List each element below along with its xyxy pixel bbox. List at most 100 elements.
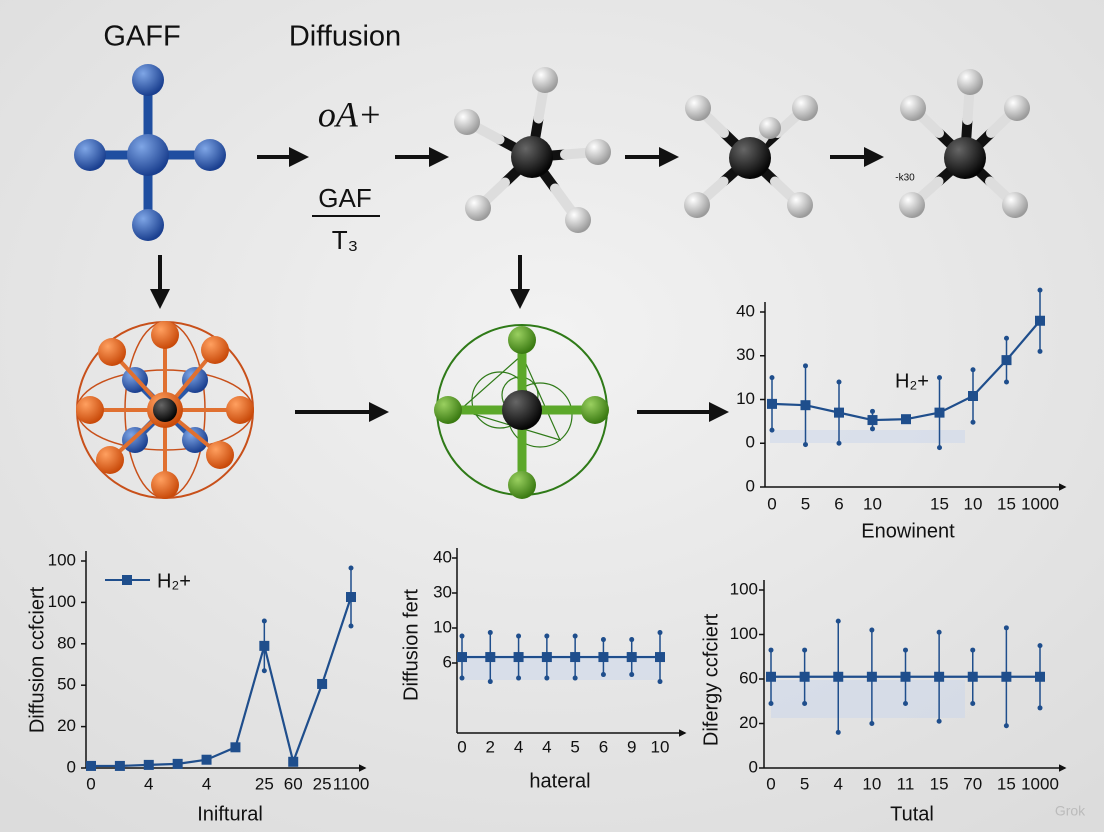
x-tick-label: 4 bbox=[834, 774, 843, 793]
x-tick-label: 0 bbox=[86, 774, 95, 793]
y-tick-label: 0 bbox=[67, 757, 76, 776]
error-cap bbox=[1037, 348, 1043, 354]
error-cap bbox=[629, 672, 635, 678]
x-tick-label: 0 bbox=[457, 737, 466, 756]
error-cap bbox=[836, 379, 842, 385]
y-tick-label: 0 bbox=[746, 476, 755, 495]
annotation: H₂+ bbox=[895, 370, 929, 392]
x-tick-label: 4 bbox=[542, 737, 551, 756]
atom bbox=[151, 471, 179, 499]
atom bbox=[729, 137, 771, 179]
error-cap bbox=[768, 647, 774, 653]
error-cap bbox=[970, 419, 976, 425]
x-tick-label: 6 bbox=[599, 737, 608, 756]
atom bbox=[182, 367, 208, 393]
error-cap bbox=[459, 633, 465, 639]
shaded-band bbox=[771, 680, 965, 718]
error-cap bbox=[803, 363, 808, 369]
error-cap bbox=[970, 647, 976, 653]
error-cap bbox=[970, 700, 976, 706]
atom bbox=[957, 69, 983, 95]
point-marker bbox=[1035, 671, 1045, 682]
atom bbox=[581, 396, 609, 424]
x-tick-label: 15 bbox=[930, 774, 949, 793]
error-cap bbox=[903, 647, 908, 653]
atom bbox=[787, 192, 813, 218]
error-cap bbox=[937, 445, 942, 451]
y-tick-label: 6 bbox=[443, 652, 452, 671]
title-diffusion: Diffusion bbox=[289, 21, 401, 53]
point-marker bbox=[799, 671, 810, 682]
y-tick-label: 80 bbox=[57, 633, 76, 652]
point-marker bbox=[541, 652, 552, 663]
error-cap bbox=[869, 627, 875, 633]
shaded-band bbox=[770, 430, 965, 443]
point-marker bbox=[967, 671, 978, 682]
x-tick-label: 10 bbox=[863, 494, 882, 513]
title-gaff: GAFF bbox=[103, 21, 180, 53]
point-marker bbox=[570, 652, 581, 663]
error-cap bbox=[836, 440, 842, 446]
x-tick-label: 15 bbox=[930, 494, 949, 513]
atom bbox=[1002, 192, 1028, 218]
error-cap bbox=[261, 618, 267, 624]
molecules bbox=[74, 64, 1030, 499]
x-axis-label: hateral bbox=[529, 770, 590, 792]
atom bbox=[502, 390, 542, 430]
x-axis-label: Enowinent bbox=[861, 520, 955, 542]
point-marker bbox=[288, 756, 299, 767]
fraction-bottom: T₃ bbox=[332, 225, 358, 255]
x-tick-label: 5 bbox=[570, 737, 579, 756]
error-cap bbox=[1003, 625, 1009, 631]
error-cap bbox=[487, 679, 493, 685]
x-tick-label: 10 bbox=[964, 494, 983, 513]
error-cap bbox=[1037, 287, 1043, 293]
y-tick-label: 40 bbox=[433, 547, 452, 566]
point-marker bbox=[866, 671, 877, 682]
atom bbox=[206, 441, 234, 469]
point-marker bbox=[766, 671, 776, 682]
atom bbox=[532, 67, 558, 93]
error-cap bbox=[936, 629, 942, 635]
error-cap bbox=[459, 675, 465, 681]
atom bbox=[151, 321, 179, 349]
y-tick-label: 20 bbox=[739, 713, 758, 732]
y-tick-label: 60 bbox=[739, 668, 758, 687]
point-marker bbox=[1001, 355, 1012, 366]
y-tick-label: 40 bbox=[736, 301, 755, 320]
error-cap bbox=[657, 630, 663, 636]
x-tick-label: 4 bbox=[144, 774, 153, 793]
x-tick-label: 0 bbox=[767, 494, 776, 513]
x-tick-label: 4 bbox=[202, 774, 211, 793]
point-marker bbox=[934, 671, 945, 682]
error-cap bbox=[802, 647, 808, 653]
error-cap bbox=[516, 633, 522, 639]
y-tick-label: 10 bbox=[736, 389, 755, 408]
atom bbox=[132, 209, 164, 241]
y-tick-label: 100 bbox=[48, 592, 76, 611]
error-cap bbox=[657, 679, 663, 685]
error-cap bbox=[802, 700, 808, 706]
atom bbox=[434, 396, 462, 424]
x-tick-label: 1000 bbox=[1021, 774, 1059, 793]
y-tick-label: 0 bbox=[746, 433, 755, 452]
error-cap bbox=[970, 367, 976, 373]
legend-label: H₂+ bbox=[157, 570, 191, 592]
error-cap bbox=[600, 637, 606, 643]
point-marker bbox=[901, 414, 911, 425]
error-cap bbox=[600, 672, 606, 678]
error-cap bbox=[629, 637, 635, 643]
error-cap bbox=[869, 721, 875, 726]
x-tick-label: 9 bbox=[627, 737, 636, 756]
y-axis-label: Difergy ccfciert bbox=[700, 613, 722, 746]
point-marker bbox=[172, 758, 183, 769]
y-tick-label: 100 bbox=[730, 579, 758, 598]
x-tick-label: 6 bbox=[834, 494, 843, 513]
error-cap bbox=[835, 729, 841, 735]
point-marker bbox=[934, 407, 945, 418]
atom bbox=[511, 136, 553, 178]
atom bbox=[759, 117, 781, 139]
error-cap bbox=[835, 618, 841, 624]
atom bbox=[585, 139, 611, 165]
error-cap bbox=[544, 633, 550, 639]
